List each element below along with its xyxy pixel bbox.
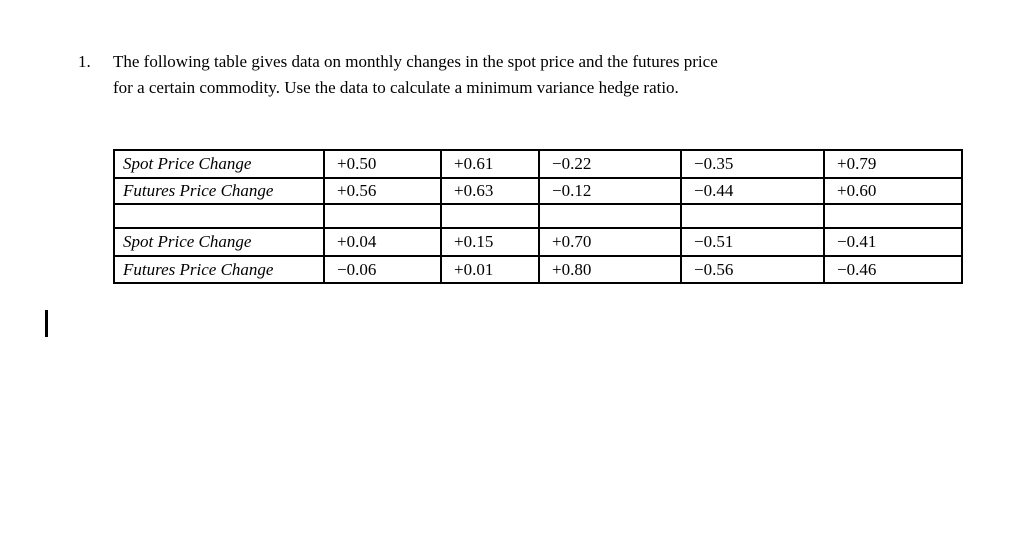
cell-value: +0.61 [454,154,494,173]
cell-value: +0.01 [454,259,494,279]
value-cell[interactable]: −0.12 [538,177,682,205]
cell-value: +0.70 [552,232,592,251]
value-cell[interactable]: +0.79 [823,149,963,179]
value-cell[interactable] [538,203,682,229]
cell-value: +0.60 [837,181,877,200]
value-cell[interactable]: +0.01 [440,255,540,284]
value-cell[interactable]: −0.22 [538,149,682,179]
question-text-line1: The following table gives data on monthl… [113,52,718,71]
cell-value: +0.56 [337,181,377,200]
cell-value: −0.41 [837,232,877,251]
cell-value: −0.51 [694,232,734,251]
table-row: Futures Price Change +0.56 +0.63 −0.12 −… [113,177,963,205]
price-change-table: Spot Price Change +0.50 +0.61 −0.22 −0.3… [113,149,963,284]
cell-value: +0.80 [552,259,592,279]
cell-value: −0.56 [694,259,734,279]
value-cell[interactable]: −0.06 [323,255,442,284]
question-number: 1. [78,52,91,71]
value-cell[interactable] [823,203,963,229]
cell-value: +0.63 [454,181,494,200]
question-block: 1. The following table gives data on mon… [78,49,718,101]
cell-value: +0.15 [454,232,494,251]
value-cell[interactable] [440,203,540,229]
value-cell[interactable]: +0.56 [323,177,442,205]
question-text: The following table gives data on monthl… [113,49,718,101]
value-cell[interactable]: −0.41 [823,227,963,257]
cell-value: −0.12 [552,181,592,200]
cell-value: −0.35 [694,154,734,173]
cell-value: −0.06 [337,259,377,279]
row-label: Futures Price Change [123,181,274,200]
value-cell[interactable]: −0.46 [823,255,963,284]
cell-value: +0.79 [837,154,877,173]
row-label-cell[interactable]: Spot Price Change [113,227,325,257]
row-label-cell[interactable] [113,203,325,229]
text-cursor [45,310,48,337]
value-cell[interactable]: +0.61 [440,149,540,179]
cell-value: +0.50 [337,154,377,173]
row-label: Futures Price Change [123,259,274,279]
table-row: Futures Price Change −0.06 +0.01 +0.80 −… [113,255,963,284]
row-label-cell[interactable]: Spot Price Change [113,149,325,179]
value-cell[interactable]: +0.63 [440,177,540,205]
value-cell[interactable]: +0.80 [538,255,682,284]
value-cell[interactable]: −0.44 [680,177,825,205]
cell-value: −0.46 [837,259,877,279]
value-cell[interactable] [323,203,442,229]
value-cell[interactable]: +0.70 [538,227,682,257]
value-cell[interactable]: +0.50 [323,149,442,179]
question-text-line2: for a certain commodity. Use the data to… [113,78,679,97]
value-cell[interactable]: −0.56 [680,255,825,284]
row-label-cell[interactable]: Futures Price Change [113,177,325,205]
table-row-empty [113,203,963,229]
cell-value: +0.04 [337,232,377,251]
value-cell[interactable]: +0.15 [440,227,540,257]
table-row: Spot Price Change +0.50 +0.61 −0.22 −0.3… [113,149,963,179]
value-cell[interactable]: +0.60 [823,177,963,205]
cell-value: −0.44 [694,181,734,200]
value-cell[interactable] [680,203,825,229]
value-cell[interactable]: −0.35 [680,149,825,179]
table-row: Spot Price Change +0.04 +0.15 +0.70 −0.5… [113,227,963,257]
row-label: Spot Price Change [123,232,252,251]
cell-value: −0.22 [552,154,592,173]
value-cell[interactable]: −0.51 [680,227,825,257]
value-cell[interactable]: +0.04 [323,227,442,257]
row-label-cell[interactable]: Futures Price Change [113,255,325,284]
row-label: Spot Price Change [123,154,252,173]
